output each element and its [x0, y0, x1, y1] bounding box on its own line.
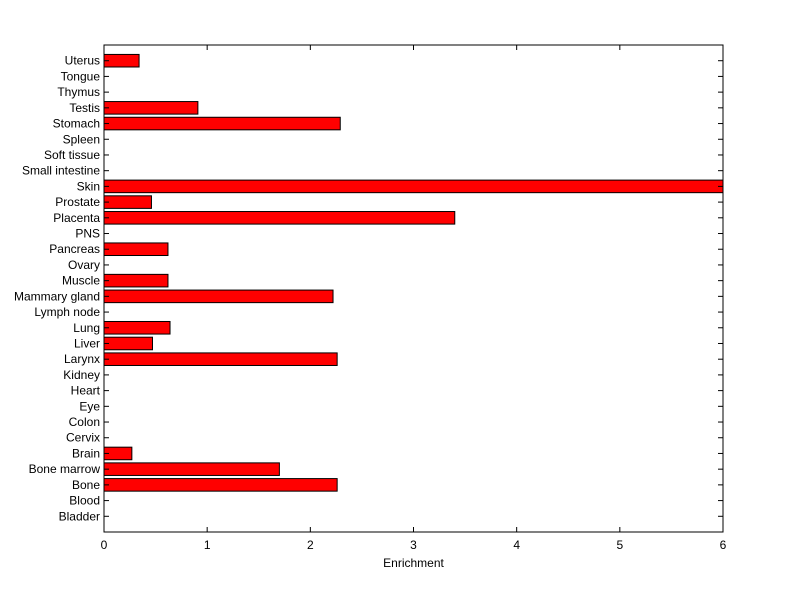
y-tick-label-uterus: Uterus — [65, 54, 100, 68]
y-tick-label-soft-tissue: Soft tissue — [44, 148, 100, 162]
y-tick-label-tongue: Tongue — [61, 69, 101, 83]
x-tick-label-1: 1 — [204, 538, 211, 552]
y-tick-label-blood: Blood — [69, 494, 100, 508]
y-tick-label-muscle: Muscle — [62, 274, 100, 288]
bar-stomach — [103, 116, 341, 131]
y-tick-label-small-intestine: Small intestine — [22, 164, 100, 178]
y-tick-label-bone: Bone — [72, 478, 100, 492]
bar-liver — [103, 336, 153, 351]
y-tick-label-kidney: Kidney — [63, 368, 100, 382]
y-tick-label-colon: Colon — [69, 415, 100, 429]
bars-layer — [103, 53, 724, 492]
bar-lung — [103, 320, 171, 335]
y-tick-label-cervix: Cervix — [66, 431, 100, 445]
x-tick-label-2: 2 — [307, 538, 314, 552]
y-tick-label-prostate: Prostate — [55, 195, 100, 209]
y-tick-label-brain: Brain — [72, 446, 100, 460]
y-tick-label-pns: PNS — [75, 227, 100, 241]
y-tick-label-stomach: Stomach — [53, 117, 100, 131]
plot-frame — [103, 44, 724, 533]
bar-prostate — [103, 195, 152, 209]
bar-pancreas — [103, 242, 169, 257]
x-tick-label-3: 3 — [410, 538, 417, 552]
y-tick-label-lymph-node: Lymph node — [34, 305, 100, 319]
y-tick-label-skin: Skin — [77, 179, 100, 193]
y-tick-label-spleen: Spleen — [63, 132, 100, 146]
bar-placenta — [103, 211, 456, 225]
ticks-layer — [103, 45, 724, 532]
x-axis-title: Enrichment — [383, 556, 444, 570]
bar-uterus — [103, 53, 140, 68]
y-tick-label-pancreas: Pancreas — [49, 242, 100, 256]
y-tick-label-thymus: Thymus — [57, 85, 100, 99]
y-tick-label-bladder: Bladder — [59, 509, 100, 523]
y-tick-label-placenta: Placenta — [53, 211, 100, 225]
bar-bone-marrow — [103, 462, 280, 476]
bar-bone — [103, 478, 338, 492]
y-tick-label-heart: Heart — [71, 384, 101, 398]
y-tick-label-bone-marrow: Bone marrow — [29, 462, 101, 476]
bar-larynx — [103, 352, 338, 366]
y-tick-label-eye: Eye — [79, 399, 100, 413]
y-tick-label-testis: Testis — [69, 101, 100, 115]
x-tick-label-4: 4 — [513, 538, 520, 552]
bar-muscle — [103, 273, 169, 288]
y-tick-label-larynx: Larynx — [64, 352, 100, 366]
bar-skin — [103, 179, 724, 194]
bar-testis — [103, 101, 199, 115]
x-tick-label-0: 0 — [101, 538, 108, 552]
y-tick-label-liver: Liver — [74, 336, 100, 350]
y-tick-label-ovary: Ovary — [68, 258, 100, 272]
y-tick-label-mammary-gland: Mammary gland — [14, 289, 100, 303]
y-tick-label-lung: Lung — [73, 321, 100, 335]
bar-mammary-gland — [103, 289, 334, 304]
x-tick-label-5: 5 — [616, 538, 623, 552]
x-tick-label-6: 6 — [720, 538, 727, 552]
